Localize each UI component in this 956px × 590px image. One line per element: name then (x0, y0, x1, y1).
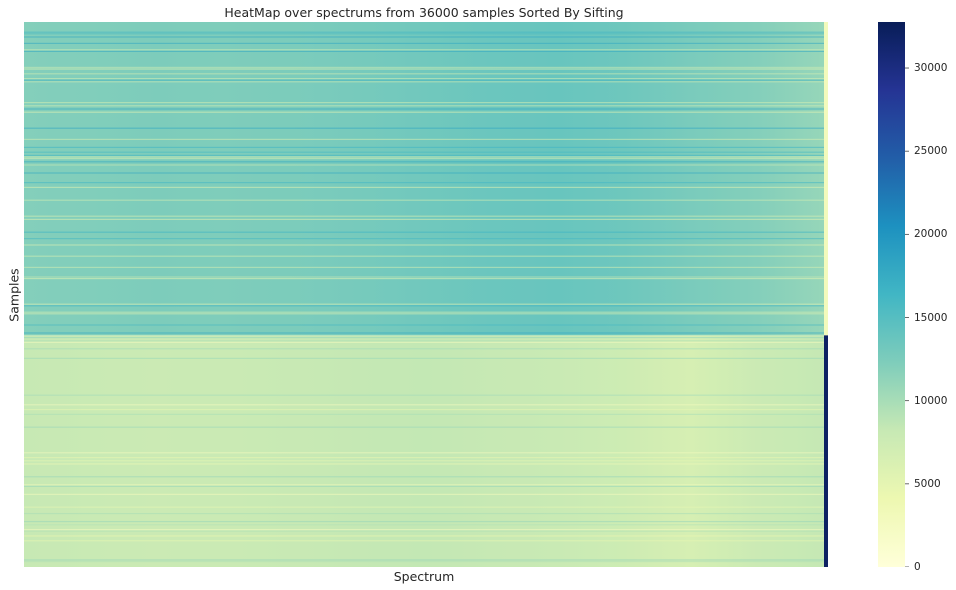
heatmap-row (24, 528, 824, 531)
heatmap-row (24, 404, 824, 406)
heatmap-row (24, 276, 824, 278)
heatmap-row (24, 311, 824, 313)
heatmap-row (24, 305, 824, 307)
heatmap-row (24, 154, 824, 156)
heatmap-row (24, 332, 824, 334)
heatmap-row (24, 426, 824, 428)
heatmap-row (24, 238, 824, 240)
heatmap-row (24, 348, 824, 350)
heatmap-row (24, 186, 824, 188)
colorbar-tick-label: 0 (914, 561, 921, 573)
colorbar-tick-label: 15000 (914, 311, 948, 324)
heatmap-row (24, 158, 824, 160)
heatmap-row (24, 540, 824, 542)
chart-title: HeatMap over spectrums from 36000 sample… (224, 5, 624, 20)
y-axis-label: Samples (6, 268, 22, 322)
heatmap-row (24, 156, 824, 158)
heatmap-row (24, 172, 824, 174)
colorbar (878, 22, 909, 567)
colorbar-tick-label: 20000 (914, 228, 948, 241)
heatmap-row (24, 530, 824, 532)
heatmap-row (24, 463, 824, 465)
heatmap-row (24, 255, 824, 257)
heatmap-row (24, 108, 824, 110)
heatmap-row (24, 105, 824, 107)
heatmap-row (24, 559, 824, 561)
heatmap-row (24, 33, 824, 35)
heatmap-row (24, 512, 824, 515)
heatmap-row (24, 215, 824, 217)
heatmap-row (24, 560, 824, 563)
heatmap-row (24, 456, 824, 459)
heatmap-row (24, 102, 824, 104)
heatmap (24, 22, 828, 567)
heatmap-row (24, 78, 824, 80)
heatmap-row (24, 484, 824, 486)
heatmap-row (24, 408, 824, 411)
heatmap-row (24, 199, 824, 201)
heatmap-row (24, 218, 824, 220)
heatmap-row (24, 535, 824, 537)
heatmap-row (24, 313, 824, 315)
heatmap-row (24, 460, 824, 462)
heatmap-row (24, 42, 824, 44)
heatmap-row (24, 151, 824, 153)
heatmap-row (24, 111, 824, 113)
heatmap-row (24, 493, 824, 495)
colorbar-tick-label: 30000 (914, 62, 948, 75)
heatmap-row (24, 394, 824, 396)
colorbar-tick-label: 25000 (914, 145, 948, 158)
heatmap-row (24, 31, 824, 33)
heatmap-last-column-group-2 (824, 335, 828, 567)
heatmap-row (24, 81, 824, 83)
heatmap-row (24, 303, 824, 305)
heatmap-row (24, 73, 824, 75)
x-axis-label: Spectrum (393, 569, 455, 584)
heatmap-row (24, 357, 824, 359)
heatmap-row (24, 79, 824, 81)
heatmap-row (24, 524, 824, 526)
heatmap-row (24, 506, 824, 508)
colorbar-tick-label: 10000 (914, 394, 948, 407)
heatmap-row (24, 161, 824, 163)
heatmap-row (24, 164, 824, 166)
heatmap-last-column-group-1 (824, 22, 828, 336)
heatmap-row (24, 413, 824, 415)
heatmap-row (24, 127, 824, 129)
heatmap-row (24, 266, 824, 268)
heatmap-row (24, 182, 824, 184)
heatmap-row (24, 340, 824, 342)
heatmap-row (24, 485, 824, 487)
heatmap-row (24, 66, 824, 68)
heatmap-row (24, 146, 824, 148)
heatmap-row (24, 36, 824, 38)
heatmap-row (24, 50, 824, 52)
heatmap-row (24, 341, 824, 343)
heatmap-row (24, 476, 824, 478)
heatmap-row (24, 336, 824, 339)
heatmap-row (24, 452, 824, 454)
heatmap-row (24, 278, 824, 280)
heatmap-row (24, 244, 824, 246)
colorbar-gradient (878, 22, 905, 567)
heatmap-row (24, 49, 824, 51)
heatmap-row (24, 138, 824, 140)
heatmap-row (24, 68, 824, 70)
heatmap-row (24, 520, 824, 523)
heatmap-row (24, 324, 824, 326)
colorbar-tick-label: 5000 (914, 477, 941, 490)
heatmap-row (24, 231, 824, 233)
heatmap-group-2 (24, 335, 824, 567)
